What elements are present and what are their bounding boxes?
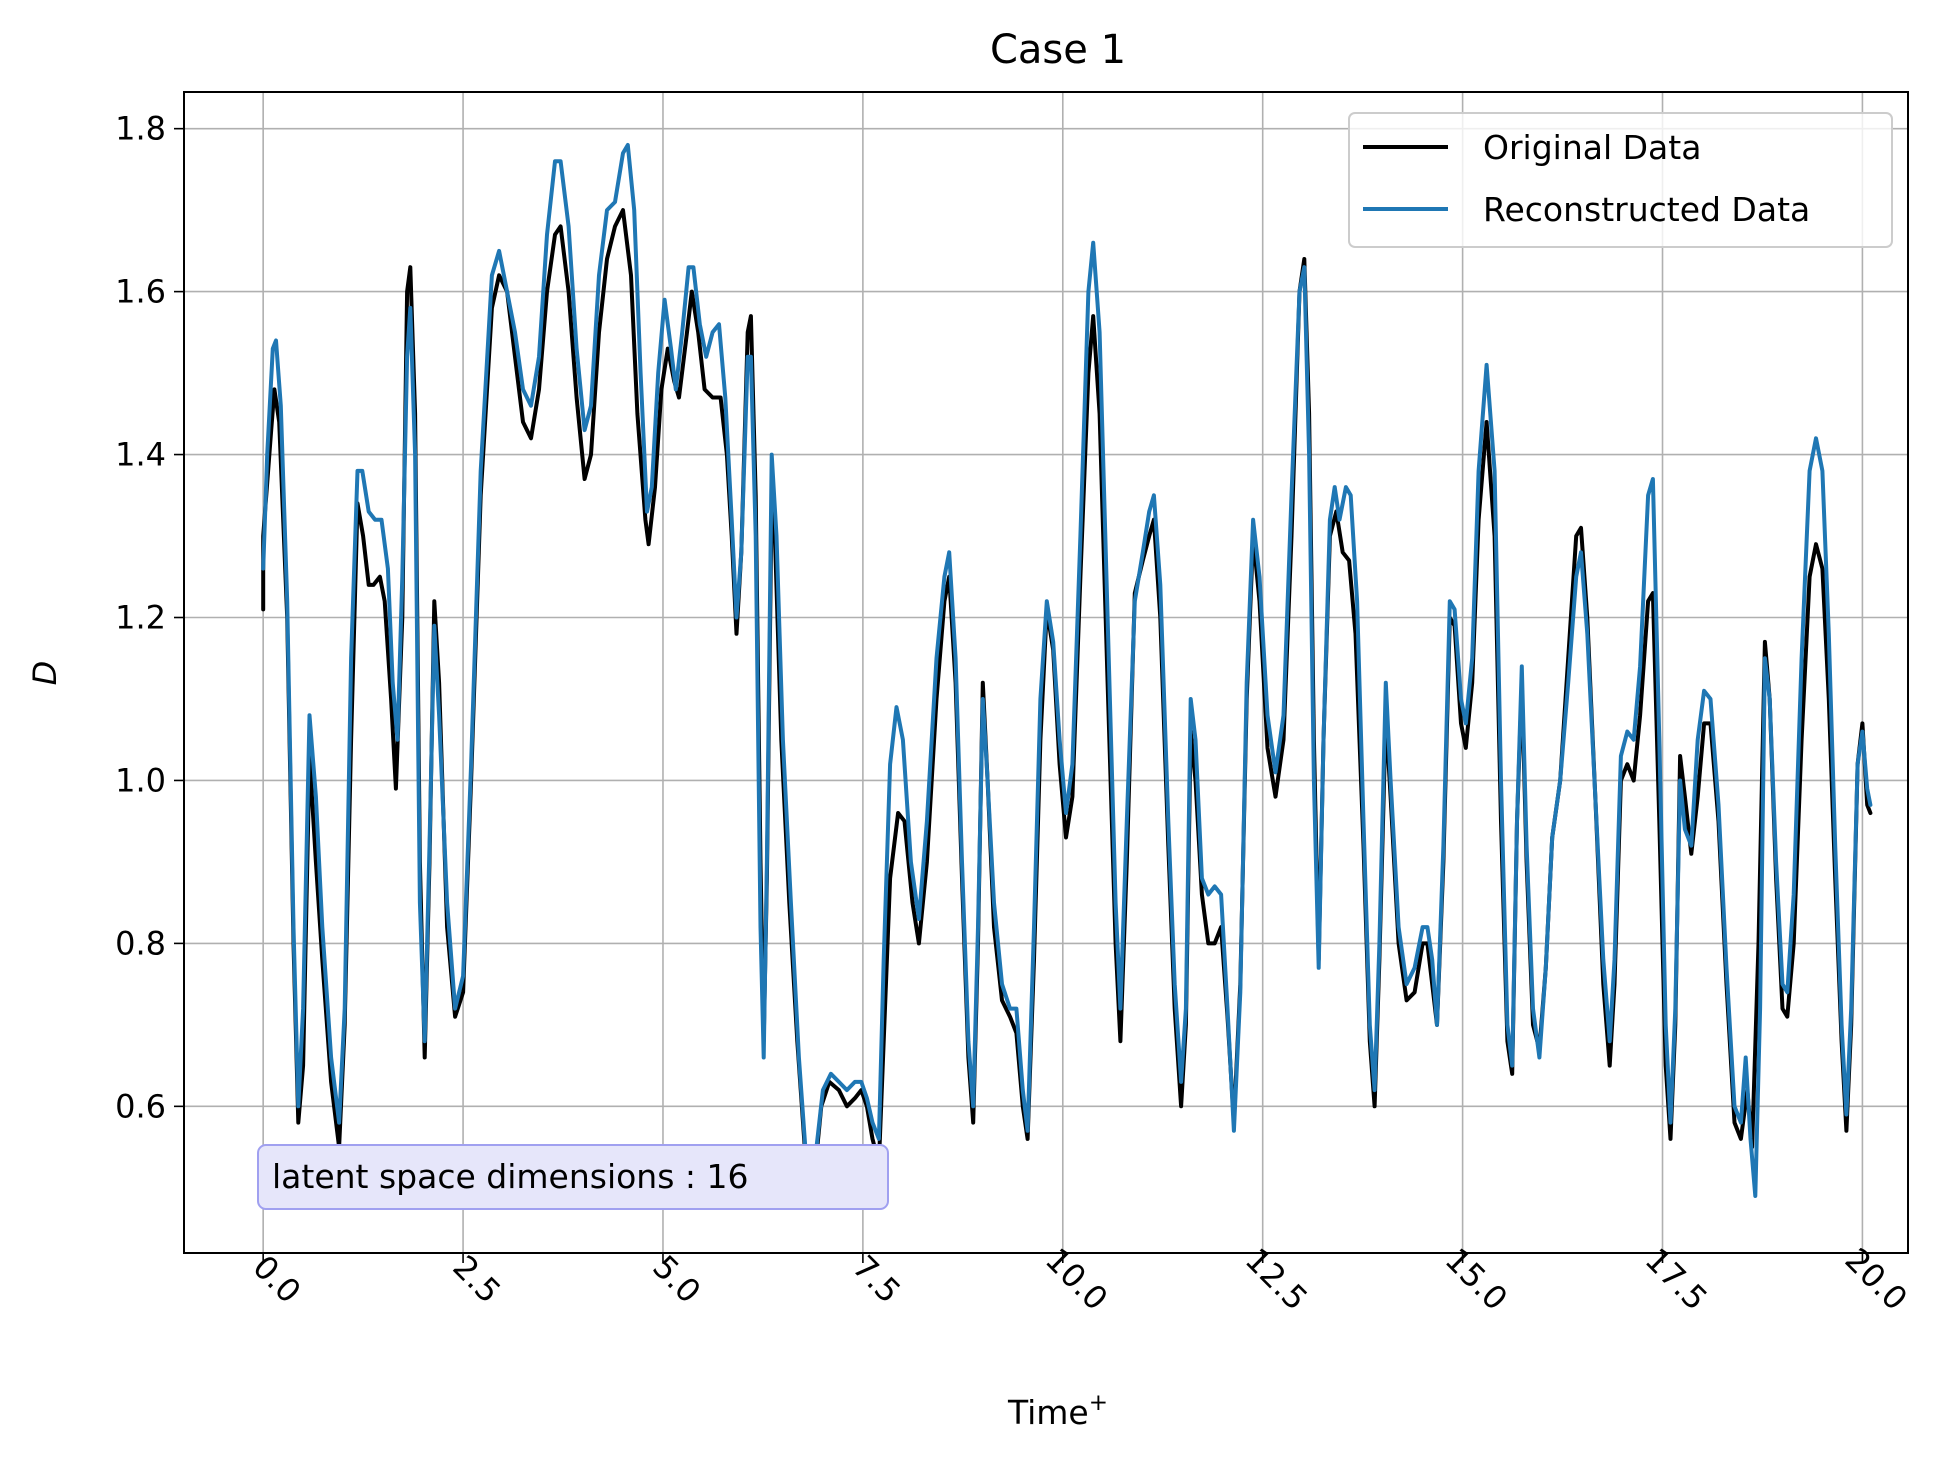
x-tick-label: 2.5 [445,1248,508,1311]
y-tick-label: 1.0 [115,761,166,799]
y-tick-label: 1.2 [115,599,166,637]
annotation-box: latent space dimensions : 16 [257,1144,889,1210]
x-tick-label: 5.0 [645,1248,708,1311]
x-axis-label: Time+ [1007,1390,1108,1432]
plot-frame [183,91,1909,1254]
x-tick-label: 0.0 [246,1248,309,1311]
y-axis-ticks: 0.6 0.8 1.0 1.2 1.4 1.6 1.8 [115,110,184,1125]
legend-label-reconstructed: Reconstructed Data [1483,190,1810,229]
series-line-reconstructed-data [261,143,1873,1198]
legend-frame [1348,112,1893,248]
annotation-background [257,1144,889,1210]
chart-title: Case 1 [990,27,1126,73]
grid-lines [184,92,1908,1253]
y-tick-label: 1.8 [115,110,166,148]
legend-label-original: Original Data [1483,128,1701,167]
series-line-original-data [261,208,1873,1198]
series-lines [261,143,1873,1198]
y-tick-label: 0.6 [115,1087,166,1125]
y-axis-label-text: D [26,661,64,686]
x-axis-label-text: Time [1007,1393,1089,1432]
y-axis-label: D [26,661,64,686]
y-tick-label: 0.8 [115,924,166,962]
x-tick-label: 7.5 [845,1248,908,1311]
annotation-text: latent space dimensions : 16 [272,1157,749,1196]
y-tick-label: 1.6 [115,273,166,311]
legend: Original Data Reconstructed Data [1348,112,1893,248]
y-tick-label: 1.4 [115,436,166,474]
x-axis-label-superscript: + [1089,1390,1108,1416]
